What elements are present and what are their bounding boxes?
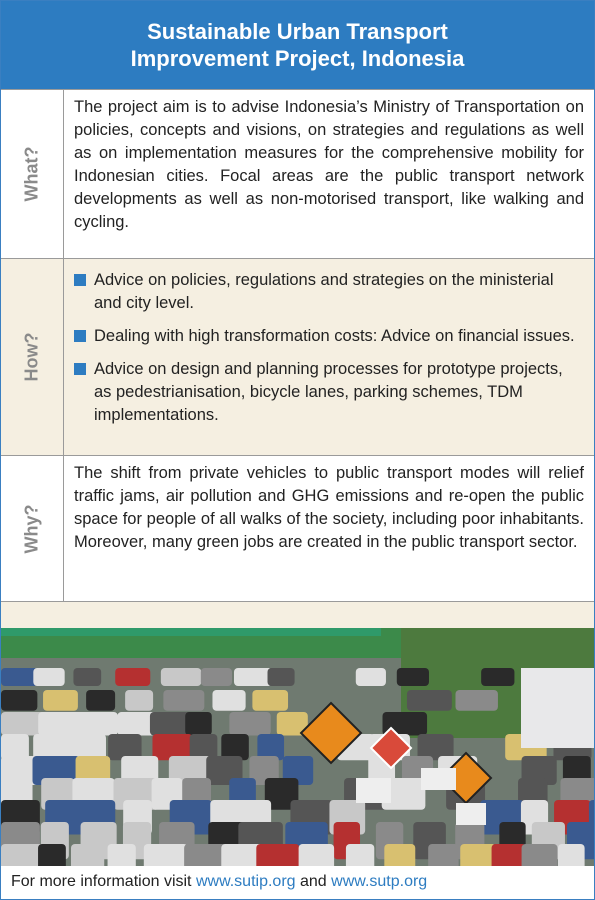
car xyxy=(522,844,558,866)
bullet: Advice on design and planning processes … xyxy=(74,358,584,427)
car xyxy=(481,668,514,686)
how-row: How? Advice on policies, regulations and… xyxy=(1,258,594,455)
car xyxy=(256,844,299,866)
car xyxy=(397,668,429,686)
paragraph: The shift from private vehicles to publi… xyxy=(64,456,594,601)
car xyxy=(201,668,232,686)
photo xyxy=(1,628,594,866)
car xyxy=(346,844,374,866)
car xyxy=(144,844,188,866)
car xyxy=(1,690,37,711)
car xyxy=(299,844,334,866)
why-row: Why? The shift from private vehicles to … xyxy=(1,455,594,601)
link[interactable]: www.sutp.org xyxy=(331,873,427,890)
car xyxy=(86,690,115,711)
car xyxy=(43,690,78,711)
footer-text: For more information visit xyxy=(11,873,192,890)
what-row: What? The project aim is to advise Indon… xyxy=(1,89,594,258)
footer-text: and xyxy=(300,873,327,890)
car xyxy=(428,844,458,866)
link[interactable]: www.sutip.org xyxy=(196,873,296,890)
car xyxy=(33,668,64,686)
car xyxy=(185,712,212,736)
footer: For more information visit www.sutip.org… xyxy=(1,866,594,891)
car xyxy=(108,844,136,866)
car xyxy=(115,668,150,686)
paragraph: The project aim is to advise Indonesia’s… xyxy=(64,90,594,258)
row-label: Why? xyxy=(22,504,43,553)
car xyxy=(492,844,527,866)
row-label: What? xyxy=(22,147,43,202)
car xyxy=(38,844,66,866)
car xyxy=(1,668,38,686)
car xyxy=(212,690,245,711)
car xyxy=(163,690,204,711)
title: Sustainable Urban Transport Improvement … xyxy=(1,1,594,89)
car xyxy=(252,690,288,711)
car xyxy=(71,844,104,866)
car xyxy=(268,668,295,686)
car xyxy=(161,668,201,686)
car xyxy=(70,712,118,736)
car xyxy=(125,690,153,711)
bullet: Dealing with high transformation costs: … xyxy=(74,325,584,348)
car xyxy=(229,712,270,736)
car xyxy=(455,690,497,711)
car xyxy=(356,668,386,686)
car xyxy=(384,844,415,866)
row-label: How? xyxy=(22,333,43,382)
car xyxy=(407,690,452,711)
bullet: Advice on policies, regulations and stra… xyxy=(74,269,584,315)
car xyxy=(558,844,585,866)
info-box: Sustainable Urban Transport Improvement … xyxy=(0,0,595,900)
car xyxy=(234,668,272,686)
car xyxy=(73,668,101,686)
car xyxy=(460,844,496,866)
